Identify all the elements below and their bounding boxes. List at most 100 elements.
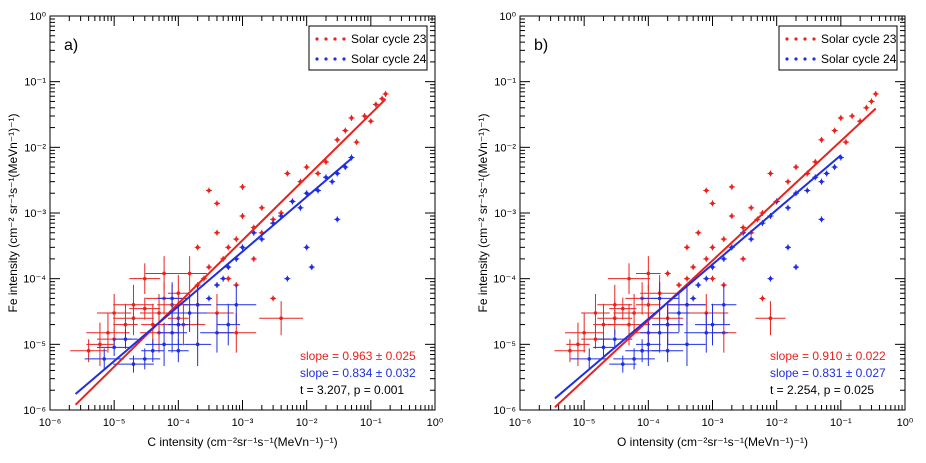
data-point <box>768 276 773 281</box>
data-point <box>601 345 606 350</box>
x-tick-label: 10⁻³ <box>702 417 724 429</box>
y-tick-label: 10⁻² <box>24 142 46 154</box>
panel-label: a) <box>64 37 78 54</box>
data-point <box>665 348 670 353</box>
x-tick-label: 10⁻¹ <box>360 417 382 429</box>
data-point <box>324 160 328 164</box>
axis-ticks <box>49 15 436 411</box>
x-tick-label: 10⁻² <box>296 417 318 429</box>
data-point <box>187 271 192 276</box>
data-point <box>627 322 631 327</box>
data-point <box>98 342 102 347</box>
data-point <box>343 128 348 133</box>
y-tick-label: 10⁰ <box>499 11 516 23</box>
data-point <box>215 330 219 335</box>
legend-marker <box>315 57 319 61</box>
data-point <box>832 165 837 169</box>
data-point <box>240 214 245 218</box>
data-point <box>576 342 580 347</box>
y-tick-label: 10⁻⁵ <box>493 339 516 351</box>
data-point <box>741 257 745 261</box>
data-point <box>195 342 200 347</box>
data-point <box>677 311 681 315</box>
data-point <box>226 245 231 250</box>
data-point <box>819 179 824 184</box>
data-point <box>696 283 701 287</box>
legend-box <box>308 25 428 71</box>
legend-box <box>778 25 898 71</box>
data-point <box>665 322 670 327</box>
chart-panel-1: 10⁻⁶ 10⁻⁵ 10⁻⁴ 10⁻³ 10⁻² 10⁻¹ 10⁰ 10⁻⁶ 10⁻⁵ 10⁻⁴ 1… <box>6 11 444 449</box>
y-tick-label: 10⁻¹ <box>494 77 516 89</box>
data-point <box>309 265 314 269</box>
legend-marker <box>342 37 346 41</box>
data-point <box>665 271 670 276</box>
data-point <box>123 322 128 327</box>
data-point <box>657 296 662 301</box>
data-point <box>587 357 592 361</box>
data-point <box>234 330 239 335</box>
data-point <box>298 206 303 210</box>
legend-marker <box>315 37 319 41</box>
data-point <box>819 217 824 222</box>
legend-marker <box>794 37 798 41</box>
data-point <box>215 283 219 287</box>
data-point <box>620 306 625 311</box>
data-point <box>304 165 309 169</box>
y-tick-label: 10⁻² <box>494 142 516 154</box>
data-point <box>844 140 848 144</box>
data-point <box>646 271 651 276</box>
legend-marker <box>803 57 807 61</box>
data-point <box>343 165 348 169</box>
data-point <box>349 116 354 120</box>
data-point <box>805 188 810 193</box>
data-point <box>824 171 829 176</box>
data-point <box>226 322 231 327</box>
data-point <box>374 102 378 107</box>
data-point <box>86 348 91 353</box>
x-tick-label: 10⁻⁴ <box>637 417 660 429</box>
data-point <box>162 342 166 347</box>
legend-marker <box>342 57 346 61</box>
data-point <box>730 185 734 189</box>
data-point <box>240 245 245 250</box>
data-point <box>304 245 309 250</box>
x-tick-label: 10⁻² <box>766 417 788 429</box>
data-point <box>657 330 662 335</box>
data-point <box>354 140 359 144</box>
y-tick-label: 10⁻⁴ <box>23 274 46 286</box>
data-point <box>207 188 211 193</box>
legend-label: Solar cycle 24 <box>351 52 427 66</box>
data-point <box>704 257 709 261</box>
data-point <box>768 316 773 321</box>
data-point <box>316 188 320 193</box>
y-tick-label: 10⁻⁵ <box>23 339 46 351</box>
x-tick-label: 10⁻⁶ <box>39 417 62 429</box>
data-point <box>593 337 598 341</box>
y-tick-label: 10⁻⁶ <box>23 405 46 417</box>
data-point <box>170 296 174 301</box>
data-point <box>582 330 586 335</box>
data-point <box>786 179 790 184</box>
data-point <box>221 276 225 281</box>
data-point <box>710 201 715 206</box>
legend-marker <box>333 57 337 61</box>
data-point <box>195 302 200 307</box>
y-tick-label: 10⁻³ <box>494 208 516 220</box>
data-point <box>176 322 181 327</box>
data-point <box>601 322 606 327</box>
legend-marker <box>794 57 798 61</box>
data-point <box>330 179 335 184</box>
legend-marker <box>324 37 328 41</box>
data-point <box>290 199 295 204</box>
data-point <box>176 348 181 353</box>
x-tick-label: 10⁻⁴ <box>167 417 190 429</box>
x-tick-label: 10⁻⁵ <box>573 417 596 429</box>
x-axis-label: C intensity (cm⁻²sr⁻¹s⁻¹(MeVn⁻¹)⁻¹) <box>147 435 337 449</box>
data-point <box>380 96 384 101</box>
data-point <box>142 306 147 311</box>
data-point <box>612 302 617 307</box>
data-point <box>768 171 773 176</box>
legend-marker <box>803 37 807 41</box>
